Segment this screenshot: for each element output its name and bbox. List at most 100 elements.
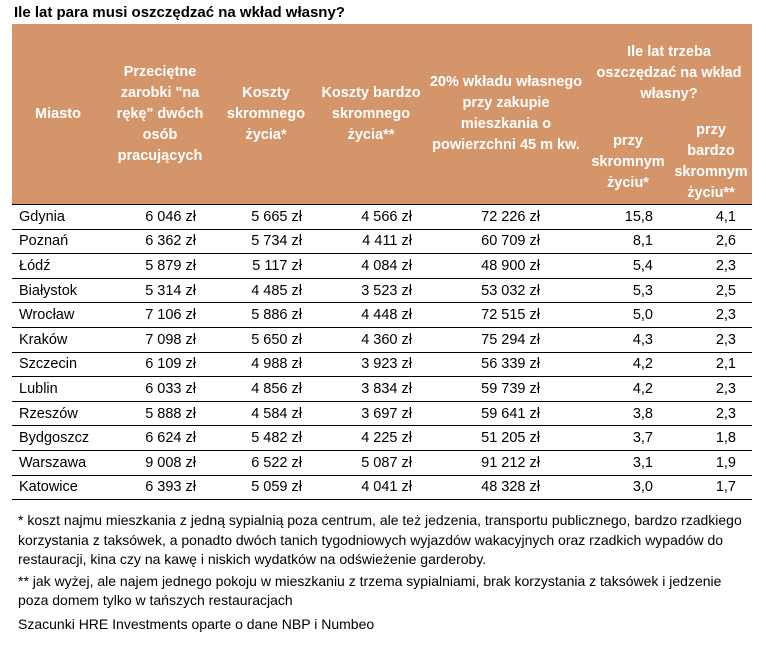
cell-city: Gdynia — [12, 204, 104, 230]
cell-down-payment: 72 226 zł — [426, 204, 586, 230]
cell-cost-very-modest: 4 448 zł — [316, 302, 426, 328]
cell-down-payment: 51 205 zł — [426, 425, 586, 451]
cell-years-modest: 5,0 — [586, 302, 670, 328]
source-note: Szacunki HRE Investments oparte o dane N… — [18, 615, 375, 632]
cell-years-very-modest: 2,5 — [670, 278, 753, 304]
table-row: Poznań 6 362 zł 5 734 zł 4 411 zł 60 709 zł 8… — [12, 229, 753, 255]
header-years-group: Ile lat trzeba oszczędzać na wkład własn… — [586, 24, 753, 120]
header-cost-very-modest: Koszty bardzo skromnego życia** — [316, 24, 426, 205]
cell-city: Rzeszów — [12, 401, 104, 427]
cell-down-payment: 72 515 zł — [426, 302, 586, 328]
cell-earnings: 5 879 zł — [104, 253, 216, 279]
cell-cost-modest: 5 734 zł — [216, 229, 316, 255]
cell-cost-very-modest: 4 566 zł — [316, 204, 426, 230]
cell-years-very-modest: 2,1 — [670, 352, 753, 378]
cell-years-modest: 3,0 — [586, 475, 670, 501]
cell-years-very-modest: 2,3 — [670, 376, 753, 402]
cell-down-payment: 48 900 zł — [426, 253, 586, 279]
table-row: Bydgoszcz 6 624 zł 5 482 zł 4 225 zł 51 205 … — [12, 425, 753, 451]
cell-cost-modest: 4 988 zł — [216, 352, 316, 378]
cell-cost-very-modest: 4 041 zł — [316, 475, 426, 501]
cell-years-modest: 5,3 — [586, 278, 670, 304]
cell-cost-modest: 5 117 zł — [216, 253, 316, 279]
cell-earnings: 7 106 zł — [104, 302, 216, 328]
cell-years-modest: 15,8 — [586, 204, 670, 230]
table-row: Rzeszów 5 888 zł 4 584 zł 3 697 zł 59 641 zł… — [12, 401, 753, 427]
cell-years-modest: 5,4 — [586, 253, 670, 279]
cell-down-payment: 91 212 zł — [426, 450, 586, 476]
cell-years-very-modest: 1,8 — [670, 425, 753, 451]
cell-city: Szczecin — [12, 352, 104, 378]
cell-earnings: 6 624 zł — [104, 425, 216, 451]
cell-earnings: 6 033 zł — [104, 376, 216, 402]
cell-years-modest: 3,8 — [586, 401, 670, 427]
cell-city: Kraków — [12, 327, 104, 353]
cell-down-payment: 59 739 zł — [426, 376, 586, 402]
cell-city: Katowice — [12, 475, 104, 501]
cell-earnings: 7 098 zł — [104, 327, 216, 353]
cell-years-modest: 3,7 — [586, 425, 670, 451]
cell-cost-modest: 4 584 zł — [216, 401, 316, 427]
page-title: Ile lat para musi oszczędzać na wkład wł… — [14, 4, 345, 21]
savings-table: Miasto Przeciętne zarobki "na rękę" dwóc… — [12, 24, 753, 501]
table-body: Gdynia 6 046 zł 5 665 zł 4 566 zł 72 226 zł 1… — [12, 204, 753, 501]
cell-city: Wrocław — [12, 302, 104, 328]
cell-earnings: 6 109 zł — [104, 352, 216, 378]
cell-years-very-modest: 2,3 — [670, 302, 753, 328]
cell-city: Białystok — [12, 278, 104, 304]
table-row: Kraków 7 098 zł 5 650 zł 4 360 zł 75 294 zł 4… — [12, 327, 753, 353]
footnotes: * koszt najmu mieszkania z jedną sypialn… — [18, 511, 754, 635]
cell-years-very-modest: 2,6 — [670, 229, 753, 255]
table-row: Warszawa 9 008 zł 6 522 zł 5 087 zł 91 212 z… — [12, 450, 753, 476]
cell-cost-very-modest: 5 087 zł — [316, 450, 426, 476]
cell-years-very-modest: 1,9 — [670, 450, 753, 476]
header-earnings: Przeciętne zarobki "na rękę" dwóch osób … — [104, 24, 216, 205]
footnote-modest: * koszt najmu mieszkania z jedną sypialn… — [18, 512, 742, 568]
cell-cost-very-modest: 3 834 zł — [316, 376, 426, 402]
cell-city: Poznań — [12, 229, 104, 255]
cell-years-modest: 4,2 — [586, 352, 670, 378]
cell-cost-modest: 5 482 zł — [216, 425, 316, 451]
cell-earnings: 6 393 zł — [104, 475, 216, 501]
table-row: Lublin 6 033 zł 4 856 zł 3 834 zł 59 739 zł 4… — [12, 376, 753, 402]
header-years-very-modest: przy bardzo skromnym życiu** — [670, 120, 753, 205]
cell-city: Bydgoszcz — [12, 425, 104, 451]
cell-cost-modest: 4 856 zł — [216, 376, 316, 402]
cell-down-payment: 53 032 zł — [426, 278, 586, 304]
cell-down-payment: 75 294 zł — [426, 327, 586, 353]
cell-earnings: 5 888 zł — [104, 401, 216, 427]
cell-cost-very-modest: 4 360 zł — [316, 327, 426, 353]
cell-down-payment: 56 339 zł — [426, 352, 586, 378]
cell-years-very-modest: 4,1 — [670, 204, 753, 230]
table-header: Miasto Przeciętne zarobki "na rękę" dwóc… — [12, 24, 753, 205]
cell-years-modest: 3,1 — [586, 450, 670, 476]
table-row: Łódź 5 879 zł 5 117 zł 4 084 zł 48 900 zł 5,4… — [12, 253, 753, 279]
cell-cost-modest: 5 665 zł — [216, 204, 316, 230]
cell-city: Lublin — [12, 376, 104, 402]
cell-cost-modest: 6 522 zł — [216, 450, 316, 476]
table-row: Białystok 5 314 zł 4 485 zł 3 523 zł 53 032 … — [12, 278, 753, 304]
cell-city: Warszawa — [12, 450, 104, 476]
cell-years-very-modest: 1,7 — [670, 475, 753, 501]
cell-down-payment: 60 709 zł — [426, 229, 586, 255]
cell-earnings: 5 314 zł — [104, 278, 216, 304]
cell-earnings: 9 008 zł — [104, 450, 216, 476]
cell-years-modest: 8,1 — [586, 229, 670, 255]
header-years-modest: przy skromnym życiu* — [586, 120, 670, 205]
table-row: Szczecin 6 109 zł 4 988 zł 3 923 zł 56 339 z… — [12, 352, 753, 378]
cell-cost-very-modest: 4 225 zł — [316, 425, 426, 451]
table-row: Katowice 6 393 zł 5 059 zł 4 041 zł 48 328 z… — [12, 475, 753, 501]
cell-cost-very-modest: 3 523 zł — [316, 278, 426, 304]
cell-cost-modest: 5 886 zł — [216, 302, 316, 328]
cell-cost-very-modest: 4 411 zł — [316, 229, 426, 255]
footnote-very-modest: ** jak wyżej, ale najem jednego pokoju w… — [18, 572, 722, 609]
cell-years-very-modest: 2,3 — [670, 253, 753, 279]
cell-city: Łódź — [12, 253, 104, 279]
cell-earnings: 6 362 zł — [104, 229, 216, 255]
cell-cost-modest: 5 650 zł — [216, 327, 316, 353]
header-cost-modest: Koszty skromnego życia* — [216, 24, 316, 205]
cell-cost-modest: 4 485 zł — [216, 278, 316, 304]
header-city: Miasto — [12, 24, 104, 205]
cell-cost-very-modest: 4 084 zł — [316, 253, 426, 279]
